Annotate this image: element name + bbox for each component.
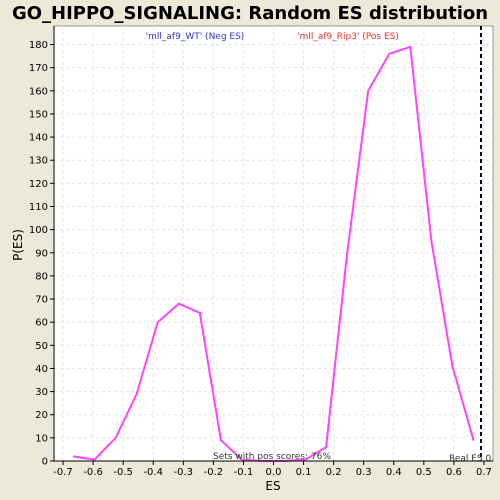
y-ticks: 0 10 20 30 40 50 60 70 80 90 100 110 120 130 140 150 160… [29,40,54,468]
y-tick-label: 10 [35,433,48,444]
data-point [367,89,370,92]
x-tick-label: -0.6 [83,467,103,478]
data-point [177,302,180,305]
y-tick-label: 150 [29,109,48,120]
data-point [451,365,454,367]
y-tick-label: 130 [29,156,48,167]
chart-title: GO_HIPPO_SIGNALING: Random ES distributi… [12,3,488,24]
y-tick-label: 30 [35,387,48,398]
data-point [135,393,138,395]
x-tick-label: -0.1 [234,467,254,478]
data-point [430,240,433,242]
data-point [156,321,159,323]
data-point [114,437,117,439]
y-tick-label: 140 [29,133,48,144]
x-tick-label: 0.1 [296,467,312,478]
y-tick-label: 90 [35,248,48,259]
y-tick-label: 40 [35,364,48,375]
y-tick-label: 80 [35,271,48,282]
data-point [241,459,243,461]
y-tick-label: 20 [35,410,48,421]
legend-pos-es: 'mll_af9_Rip3' (Pos ES) [297,32,399,42]
y-tick-label: 60 [35,318,48,329]
data-point [346,251,348,254]
data-point [472,439,475,441]
y-tick-label: 170 [29,63,48,74]
x-tick-label: -0.4 [143,467,163,478]
x-ticks: -0.7 -0.6 -0.5 -0.4 -0.3 -0.2 -0.1 0.0 0.1 0.2 0.3… [53,461,492,478]
x-tick-label: 0.5 [416,467,432,478]
x-tick-label: 0.7 [476,467,492,478]
x-tick-label: 0.3 [356,467,372,478]
y-tick-label: 180 [29,40,48,51]
x-tick-label: 0.0 [266,467,282,478]
x-tick-label: -0.2 [204,467,224,478]
x-tick-label: 0.4 [386,467,402,478]
x-tick-label: 0.2 [326,467,342,478]
real-es-label: Real ES 0. [449,454,494,464]
pos-scores-annotation: Sets with pos scores: 76% [213,452,331,462]
data-point [388,52,391,55]
x-tick-label: -0.3 [174,467,194,478]
x-tick-label: -0.7 [53,467,73,478]
x-tick-label: 0.6 [446,467,462,478]
y-tick-label: 110 [29,202,48,213]
y-tick-label: 160 [29,86,48,97]
data-point [199,312,201,314]
y-axis-label: P(ES) [11,229,25,261]
y-tick-label: 70 [35,295,48,306]
x-tick-label: -0.5 [113,467,133,478]
y-tick-label: 50 [35,341,48,352]
y-tick-label: 100 [29,225,48,236]
y-tick-label: 120 [29,179,48,190]
data-point [72,455,75,458]
x-axis-label: ES [265,479,280,493]
data-point [93,458,96,461]
grid [54,26,493,462]
data-point [409,46,412,48]
data-point [220,439,222,441]
y-tick-label: 0 [42,457,48,468]
legend-neg-es: 'mll_af9_WT' (Neg ES) [146,32,245,42]
data-point [325,446,327,448]
data-point [304,459,306,461]
